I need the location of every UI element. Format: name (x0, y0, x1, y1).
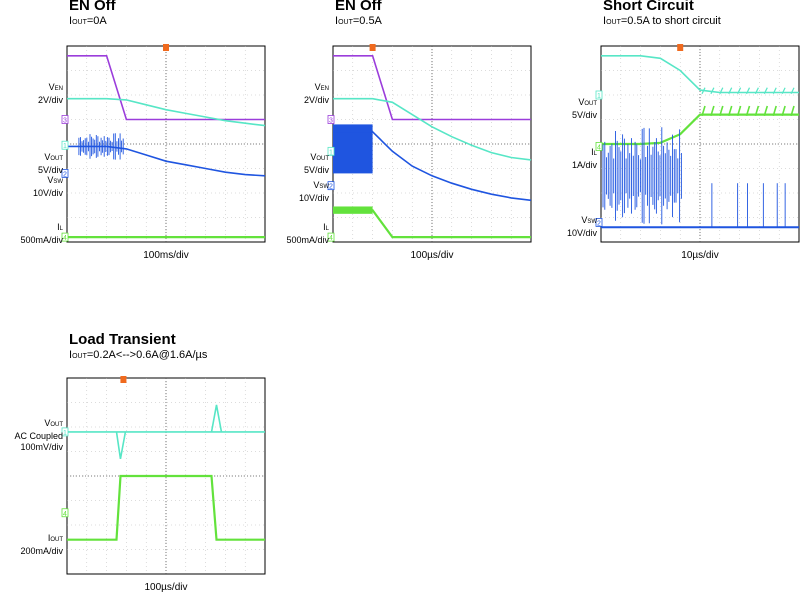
panel-3-subtitle: IOUT=0.5A to short circuit (603, 15, 721, 27)
il-hiccup-pulse (790, 105, 795, 117)
vout-hiccup-pulse (719, 87, 724, 95)
trace-vout (601, 55, 799, 94)
trigger-marker (369, 44, 376, 51)
panel-1-x-scale: 100ms/div (143, 250, 189, 261)
ch2-marker: 2 (595, 217, 603, 227)
svg-text:4: 4 (329, 235, 333, 242)
svg-text:2: 2 (63, 171, 67, 178)
svg-text:1: 1 (597, 93, 601, 100)
ch3-marker: 3 (327, 115, 335, 125)
panel-1-subtitle: IOUT=0A (69, 15, 107, 27)
svg-text:1: 1 (63, 143, 67, 150)
svg-text:1: 1 (63, 430, 67, 437)
panel-4-vout-label: VOUT AC Coupled 100mV/div (14, 418, 63, 452)
il-hiccup-pulse (736, 105, 742, 117)
trace-ven (333, 55, 531, 121)
trigger-marker (120, 376, 127, 383)
trace-vsw (333, 131, 532, 202)
scope-screen-2: 3 1 2 4 (327, 44, 532, 243)
panel-2-il-label: IL 500mA/div (286, 222, 329, 245)
il-hiccup-pulse (781, 105, 786, 117)
il-hiccup-pulse (719, 105, 724, 117)
svg-text:3: 3 (63, 118, 67, 125)
vout-hiccup-pulse (772, 87, 777, 95)
scope-screen-3: 1 4 2 (595, 44, 800, 243)
vout-hiccup-pulse (728, 87, 733, 95)
vout-hiccup-pulse (790, 87, 795, 95)
ch2-marker: 2 (327, 181, 335, 191)
panel-4-subtitle: IOUT=0.2A<-->0.6A@1.6A/µs (69, 349, 208, 361)
il-hiccup-pulse (727, 105, 733, 117)
il-hiccup-pulse (754, 105, 760, 117)
svg-text:4: 4 (597, 144, 601, 151)
panel-1-il-label: IL 500mA/div (20, 222, 63, 245)
panel-3-vout-label: VOUT 5V/div (571, 97, 597, 120)
trigger-marker (677, 44, 684, 51)
vout-hiccup-pulse (701, 87, 706, 95)
panel-4-title: Load Transient (69, 331, 176, 348)
svg-text:1: 1 (329, 149, 333, 156)
il-hiccup-pulse (745, 105, 751, 117)
ch4-marker: 4 (595, 142, 603, 151)
trace-iout (67, 474, 265, 541)
il-hiccup-pulse (772, 105, 777, 117)
vout-undershoot (115, 431, 127, 459)
vout-hiccup-pulse (781, 87, 786, 95)
panel-4-x-scale: 100µs/div (144, 582, 188, 593)
panel-2-vout-label: VOUT 5V/div (303, 152, 329, 175)
ch1-marker: 1 (61, 427, 69, 437)
panel-2-subtitle: IOUT=0.5A (335, 15, 382, 27)
svg-text:4: 4 (63, 235, 67, 242)
panel-1-vsw-label: VSW 10V/div (32, 175, 63, 198)
vout-hiccup-pulse (737, 87, 742, 95)
trace-vsw (67, 145, 266, 177)
panel-2-title: EN Off (335, 0, 382, 14)
panel-2-vsw-label: VSW 10V/div (298, 180, 329, 203)
vout-hiccup-pulse (745, 87, 751, 95)
il-hiccup-pulse (763, 105, 769, 117)
ch1-marker: 1 (595, 90, 603, 100)
panel-1-vout-label: VOUT 5V/div (37, 152, 63, 175)
il-hiccup-pulse (701, 105, 706, 117)
trace-ven (67, 55, 265, 121)
panel-1-title: EN Off (69, 0, 116, 14)
panel-3-x-scale: 10µs/div (681, 250, 719, 261)
ch1-marker: 1 (327, 146, 335, 156)
panel-3-title: Short Circuit (603, 0, 694, 14)
trigger-marker (163, 44, 169, 51)
ch4-marker: 4 (61, 232, 69, 242)
panel-2-ven-label: VEN 2V/div (303, 82, 329, 105)
vout-hiccup-pulse (763, 87, 768, 95)
svg-text:4: 4 (63, 511, 67, 518)
ch3-marker: 3 (61, 115, 69, 125)
vout-overshoot (210, 404, 223, 433)
scope-screen-1: 3 1 2 4 (61, 44, 266, 243)
panel-3-il-label: IL 1A/div (571, 147, 597, 170)
il-hiccup-pulse (710, 105, 715, 117)
trace-il (333, 209, 531, 239)
scope-screen-4: 14 (61, 376, 266, 575)
trace-vout (67, 97, 266, 127)
ch4-marker: 4 (327, 232, 335, 242)
trace-vout (333, 97, 532, 161)
panel-4-iout-label: IOUT 200mA/div (20, 533, 63, 556)
trace-il (601, 113, 799, 146)
panel-2-x-scale: 100µs/div (410, 250, 454, 261)
svg-text:2: 2 (329, 184, 333, 191)
svg-text:2: 2 (597, 220, 601, 227)
panel-3-vsw-label: VSW 10V/div (566, 215, 597, 238)
vout-hiccup-pulse (710, 87, 715, 95)
ch4-marker: 4 (61, 508, 69, 518)
ch2-marker: 2 (61, 169, 69, 178)
vout-hiccup-pulse (754, 87, 759, 95)
ch1-marker: 1 (61, 140, 69, 150)
svg-text:3: 3 (329, 118, 333, 125)
panel-1-ven-label: VEN 2V/div (37, 82, 63, 105)
vsw-switching-burst (602, 127, 682, 225)
